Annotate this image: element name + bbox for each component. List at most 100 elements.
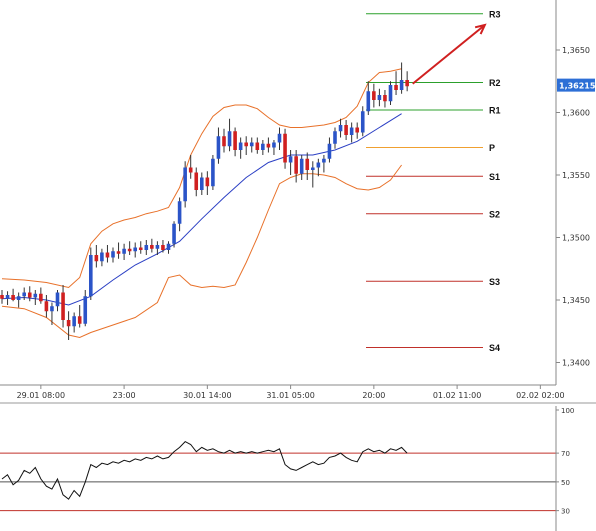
pivot-level-label-s4: S4 [489,343,500,353]
candle [322,155,326,173]
candle-body-up [50,306,54,312]
candle [399,62,404,94]
candle [233,127,237,157]
pivot-levels: R3 R2 R1 P S1 S2 S3 S4 [366,9,501,353]
oscillator-levels [0,452,556,512]
candle-body-down [205,177,210,187]
candle [11,288,15,302]
candle-body-down [305,158,310,170]
series-oscillator [1,440,408,500]
candle-body-down [94,255,99,262]
candle-body-up [316,162,321,168]
candle [61,285,65,328]
candle-body-up [327,143,332,159]
candle-body-down [244,142,248,147]
candle-body-down [161,245,165,250]
candle [316,158,321,177]
candle [55,290,60,312]
candle-body-down [116,251,121,254]
candle [122,243,126,260]
candle [383,90,387,108]
candle-body-up [311,167,315,170]
series-moving-average [1,113,402,306]
candle-body-down [383,95,387,102]
candle [89,247,93,300]
series-bollinger-lower [1,164,403,339]
candle [394,71,398,95]
candle-body-down [372,91,376,100]
price-tick-label: 1,3500 [562,234,590,243]
candle-body-up [211,158,215,187]
current-price-badge: 1,36215 [557,78,596,92]
candle [211,155,215,190]
candle [177,197,182,232]
candle-body-up [5,295,10,299]
candle [100,248,104,267]
candle [355,122,359,139]
candle [388,81,393,105]
candle-body-up [277,133,282,143]
candle-body-up [377,95,382,100]
candle-body-up [33,293,38,298]
candle [255,137,260,154]
pivot-level-label-s2: S2 [489,209,500,219]
time-tick-label: 31.01 05:00 [266,391,315,400]
candle-body-up [172,223,176,244]
time-tick-label: 02.02 02:00 [516,391,565,400]
candle-body-down [344,125,348,135]
candle-body-up [55,292,60,307]
candle-body-down [233,131,237,150]
candle-body-up [100,252,104,262]
candle [372,83,376,108]
candle-body-down [266,143,271,148]
pivot-level-label-r1: R1 [489,106,501,116]
oscillator-tick-label: 30 [561,508,570,516]
candle-body-down [127,248,132,252]
time-tick-label: 30.01 14:00 [183,391,232,400]
pivot-level-label-r3: R3 [489,9,501,19]
candle-body-up [144,245,149,250]
candle [305,152,310,180]
candle-body-down [194,172,199,190]
candle-body-up [349,127,354,135]
candle [200,172,204,195]
candle [166,241,171,254]
candle-body-up [360,111,365,133]
price-tick-label: 1,3400 [562,359,590,368]
candle-body-up [299,158,304,174]
candle [311,161,315,188]
candle [227,118,232,152]
candle [266,137,271,153]
candle-body-up [388,85,393,102]
candle-body-up [122,248,126,254]
candle [349,122,354,143]
oscillator-tick-label: 50 [561,479,570,487]
candle-body-up [72,316,76,327]
candle [272,140,276,155]
candle [161,240,165,253]
pivot-level-label-s1: S1 [489,172,500,182]
main-price-panel: R3 R2 R1 P S1 S2 S3 S4 1,3650 1,3600 1,3550 1,3500… [0,0,596,400]
candle [194,167,199,197]
candle-body-down [222,136,226,147]
candle-body-down [105,252,110,258]
candle-body-up [333,131,337,144]
oscillator-line [1,440,408,500]
candle [50,302,54,325]
price-axis-ticks: 1,3650 1,3600 1,3550 1,3500 1,3450 1,3400 [556,46,590,368]
candle [16,292,21,308]
candle [261,140,265,155]
candle-body-up [89,255,93,297]
candle-body-down [283,133,287,163]
candle [155,241,160,255]
candle [377,88,382,107]
candle-body-down [355,127,359,133]
candle [5,291,10,305]
candle-body-up [183,167,187,202]
candle-body-up [177,201,182,224]
current-price-badge-bg [557,78,595,92]
candle [205,171,210,195]
candle-body-down [138,247,143,250]
candle-body-up [261,143,265,150]
